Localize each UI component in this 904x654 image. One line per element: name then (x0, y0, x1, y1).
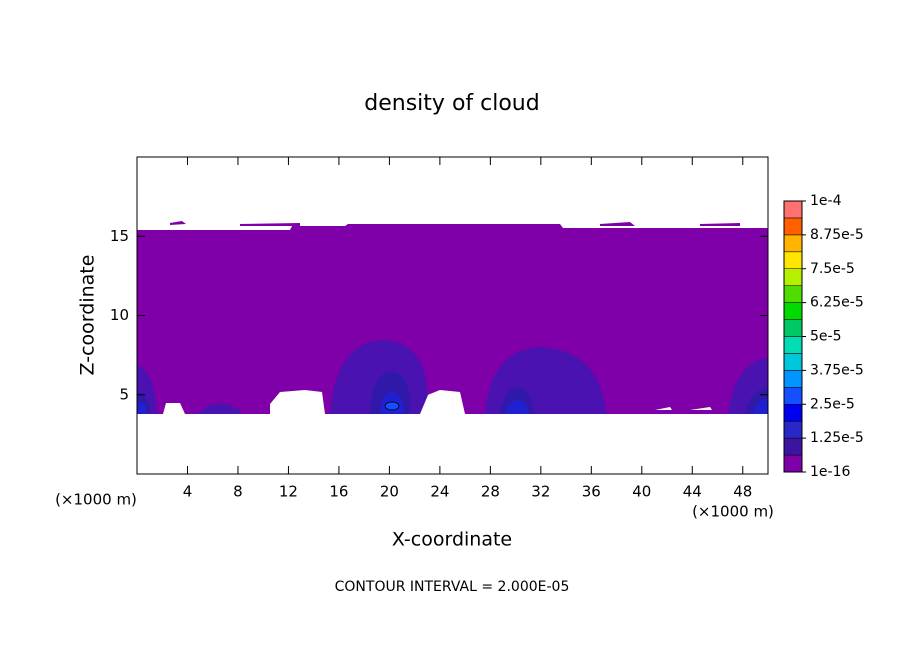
y-tick-label: 15 (110, 227, 129, 245)
colorbar-label: 1e-4 (810, 193, 842, 209)
colorbar-box (783, 370, 803, 388)
colorbar-label: 8.75e-5 (810, 227, 864, 243)
chart-title: density of cloud (364, 91, 539, 116)
cloud-fragment (170, 221, 740, 226)
cloud-region (137, 224, 768, 414)
colorbar-box (783, 336, 803, 354)
x-tick-label: 48 (733, 483, 752, 501)
colorbar-box (783, 353, 803, 371)
x-tick-label: 40 (632, 483, 651, 501)
x-tick-label: 20 (380, 483, 399, 501)
x-tick-label: 24 (430, 483, 449, 501)
colorbar-box (783, 454, 803, 473)
colorbar-label: 7.5e-5 (810, 261, 855, 277)
colorbar-label: 3.75e-5 (810, 362, 864, 378)
x-tick-label: 36 (582, 483, 601, 501)
x-tick-label: 32 (531, 483, 550, 501)
colorbar-label: 1.25e-5 (810, 430, 864, 446)
colorbar-box (783, 200, 803, 219)
colorbar-label: 1e-16 (810, 464, 850, 480)
annotation: CONTOUR INTERVAL = 2.000E-05 (335, 579, 570, 595)
y-axis-label: Z-coordinate (77, 255, 99, 376)
colorbar-box (783, 420, 803, 439)
colorbar-box (783, 285, 803, 303)
contour-field (137, 221, 768, 414)
colorbar-label: 5e-5 (810, 329, 841, 345)
colorbar-box (783, 268, 803, 286)
colorbar-box (783, 437, 803, 456)
colorbar-box (783, 302, 803, 320)
x-tick-label: 4 (183, 483, 193, 501)
colorbar-box (783, 234, 803, 253)
colorbar-box (783, 387, 803, 405)
x-unit-label: (×1000 m) (55, 491, 137, 509)
colorbar-box (783, 217, 803, 236)
y-tick-label: 10 (110, 306, 129, 324)
colorbar-label: 6.25e-5 (810, 295, 864, 311)
y-tick-label: 5 (119, 385, 129, 403)
x-tick-label: 28 (481, 483, 500, 501)
colorbar-box (783, 319, 803, 337)
x-tick-label: 8 (233, 483, 243, 501)
level-core (384, 401, 400, 411)
colorbar-box (783, 404, 803, 422)
hole (655, 407, 712, 410)
x-unit-label: (×1000 m) (692, 503, 774, 521)
x-tick-label: 16 (329, 483, 348, 501)
x-tick-label: 12 (279, 483, 298, 501)
colorbar-label: 2.5e-5 (810, 396, 855, 412)
x-axis-label: X-coordinate (392, 529, 512, 551)
x-tick-label: 44 (683, 483, 702, 501)
colorbar-box (783, 251, 803, 269)
